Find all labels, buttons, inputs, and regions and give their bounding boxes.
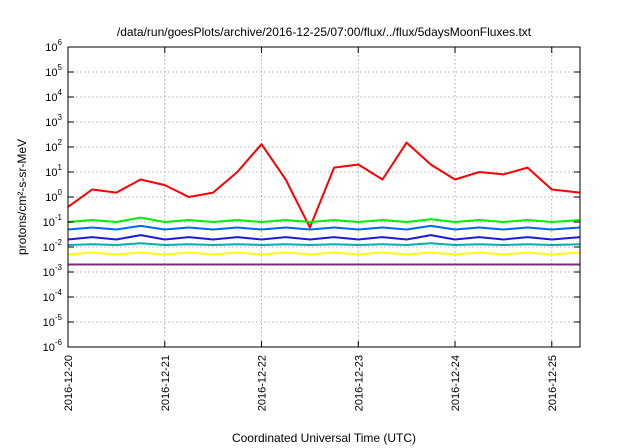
y-tick-label: 106	[45, 38, 62, 54]
series-line-6	[67, 251, 581, 256]
y-tick-label: 100	[45, 188, 62, 204]
chart-title: /data/run/goesPlots/archive/2016-12-25/0…	[117, 25, 532, 39]
x-tick-labels: 2016-12-20 2016-12-21 2016-12-22 2016-12-23…	[63, 355, 559, 411]
y-tick-label: 10-3	[43, 263, 63, 279]
x-tick-label: 2016-12-20	[63, 355, 75, 411]
series-line-3	[67, 224, 581, 231]
y-tick-label: 10-6	[43, 338, 63, 354]
x-tick-label: 2016-12-23	[353, 355, 365, 411]
x-axis-title: Coordinated Universal Time (UTC)	[232, 431, 416, 445]
y-tick-label: 10-4	[43, 288, 63, 304]
series-line-2	[67, 216, 581, 223]
y-axis-title: protons/cm²-s-sr-MeV	[15, 139, 29, 255]
grid	[68, 47, 580, 347]
y-tick-label: 102	[45, 138, 62, 154]
y-tick-label: 10-2	[43, 238, 63, 254]
y-tick-labels: 10-6 10-5 10-4 10-3 10-2 10-1 100 101 102 103 104 1…	[43, 38, 63, 354]
x-tick-label: 2016-12-22	[257, 355, 269, 411]
y-tick-label: 105	[45, 63, 62, 79]
y-tick-label: 101	[45, 163, 62, 179]
y-tick-label: 103	[45, 113, 62, 129]
y-tick-label: 10-5	[43, 313, 63, 329]
x-tick-label: 2016-12-21	[160, 355, 172, 411]
series-line-1	[67, 141, 581, 229]
x-tick-label: 2016-12-25	[547, 355, 559, 411]
ticks	[67, 46, 580, 348]
y-tick-label: 104	[45, 88, 62, 104]
series-line-5	[67, 242, 581, 246]
x-tick-label: 2016-12-24	[450, 355, 462, 411]
series-layer	[67, 141, 581, 266]
series-line-4	[67, 234, 581, 241]
y-tick-label: 10-1	[43, 213, 63, 229]
